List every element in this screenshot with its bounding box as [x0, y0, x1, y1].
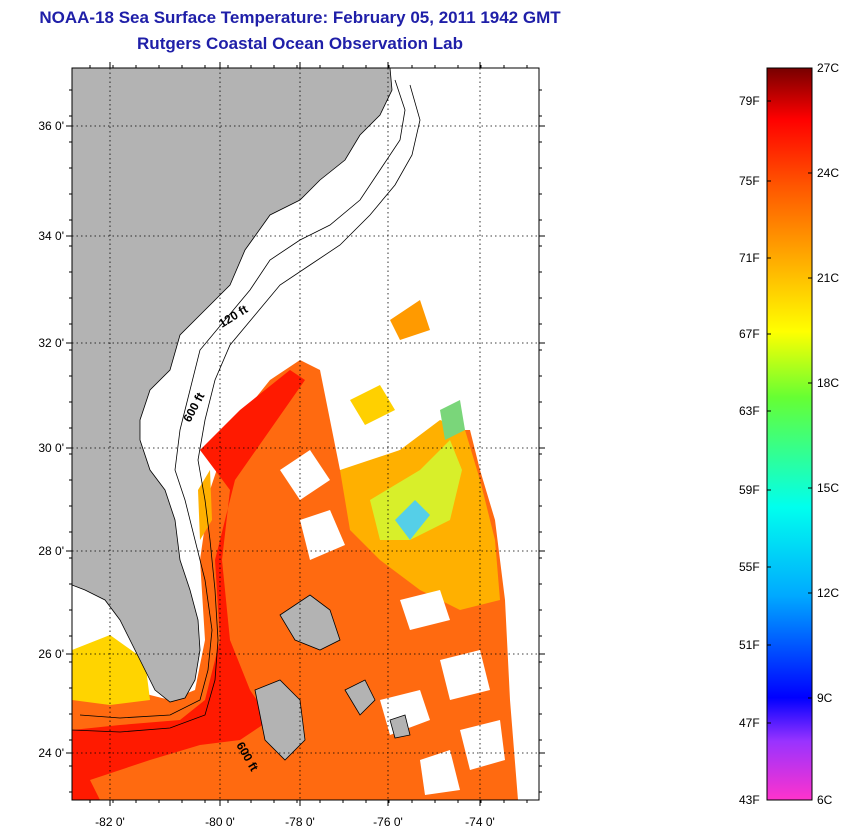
map-title: NOAA-18 Sea Surface Temperature: Februar… — [39, 8, 561, 27]
lat-tick-label: 26 0' — [38, 647, 64, 661]
colorbar-celsius-label: 12C — [817, 586, 840, 600]
depth-contours — [71, 79, 421, 733]
map-border — [71, 67, 540, 801]
colorbar-fahrenheit-label: 79F — [739, 94, 760, 108]
colorbar-fahrenheit-label: 43F — [739, 793, 760, 807]
land-mass — [71, 67, 411, 761]
lat-tick-label: 30 0' — [38, 441, 64, 455]
colorbar-fahrenheit-label: 63F — [739, 404, 760, 418]
lat-tick-label: 34 0' — [38, 229, 64, 243]
colorbar-fahrenheit-label: 55F — [739, 560, 760, 574]
sst-field — [72, 300, 518, 800]
colorbar-fahrenheit-label: 59F — [739, 483, 760, 497]
colorbar-celsius-label: 21C — [817, 271, 840, 285]
lon-tick-label: -80 0' — [205, 815, 235, 829]
colorbar-celsius-label: 18C — [817, 376, 840, 390]
colorbar-celsius-label: 15C — [817, 481, 840, 495]
lat-tick-label: 28 0' — [38, 544, 64, 558]
lon-tick-label: -76 0' — [373, 815, 403, 829]
colorbar-fahrenheit-label: 67F — [739, 327, 760, 341]
colorbar-fahrenheit-label: 47F — [739, 716, 760, 730]
colorbar-fahrenheit-label: 51F — [739, 638, 760, 652]
lon-tick-label: -78 0' — [285, 815, 315, 829]
colorbar-fahrenheit-label: 71F — [739, 251, 760, 265]
axis-ticks — [66, 62, 545, 806]
graticule — [72, 68, 539, 800]
colorbar-celsius-label: 9C — [817, 691, 833, 705]
lon-tick-label: -82 0' — [95, 815, 125, 829]
lon-tick-label: -74 0' — [465, 815, 495, 829]
lat-tick-label: 32 0' — [38, 336, 64, 350]
lat-tick-label: 36 0' — [38, 119, 64, 133]
colorbar-fahrenheit-label: 75F — [739, 174, 760, 188]
colorbar-celsius-label: 27C — [817, 61, 840, 75]
colorbar — [766, 67, 813, 801]
lat-tick-label: 24 0' — [38, 746, 64, 760]
map-subtitle: Rutgers Coastal Ocean Observation Lab — [137, 34, 463, 53]
colorbar-celsius-label: 6C — [817, 793, 833, 807]
colorbar-celsius-label: 24C — [817, 166, 840, 180]
